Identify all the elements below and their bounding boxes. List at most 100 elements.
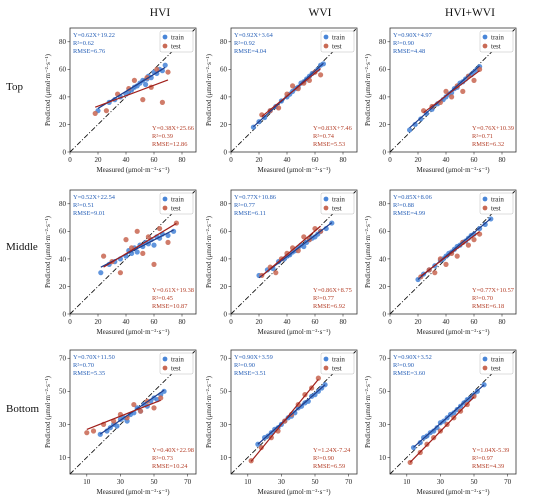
x-tick-label: 80	[179, 318, 187, 326]
test-rmse: RMSE=12.86	[152, 141, 187, 148]
test-point	[92, 110, 98, 117]
test-r2: R²=0.97	[472, 455, 494, 462]
x-tick-label: 80	[499, 156, 507, 164]
y-tick-label: 0	[63, 148, 67, 156]
legend-box	[479, 30, 514, 53]
test-point	[258, 444, 264, 451]
test-point	[477, 66, 483, 72]
y-tick-label: 60	[379, 66, 387, 74]
train-fit-line	[413, 384, 485, 448]
x-tick-label: 80	[340, 156, 348, 164]
test-rmse: RMSE=4.39	[472, 463, 504, 470]
test-point	[471, 237, 477, 243]
y-tick-label: 20	[379, 121, 387, 129]
y-tick-label: 60	[59, 66, 67, 74]
y-tick-label: 20	[59, 121, 67, 129]
y-tick-label: 10	[59, 454, 67, 462]
train-equation: Y=0.70X+11.50	[73, 354, 115, 361]
train-r2: R²=0.77	[234, 202, 256, 209]
panel-bottom-wvi: 10 10 30 30 50 50 70 70 Measured (μmol·m⁻²·s⁻¹) P…	[205, 349, 358, 496]
test-fit-line	[423, 70, 480, 114]
x-tick-label: 40	[284, 156, 292, 164]
row-label-middle: Middle	[6, 241, 38, 253]
test-fit-line	[261, 68, 321, 118]
legend-box	[159, 352, 194, 375]
train-point	[305, 398, 311, 404]
x-tick-label: 40	[123, 318, 131, 326]
test-point	[140, 97, 146, 103]
x-axis-label: Measured (μmol·m⁻²·s⁻¹)	[96, 166, 170, 174]
test-equation: Y=1.24X-7.24	[313, 447, 351, 454]
y-tick-label: 50	[220, 388, 228, 396]
panel-top-wvi: 00 20 20 40 40 60 60 80 80 Measured (μmol·m⁻²·s⁻¹…	[205, 27, 358, 174]
test-point	[165, 69, 171, 75]
test-rmse: RMSE=6.59	[313, 463, 345, 470]
legend-test-marker	[162, 43, 168, 49]
legend-test-label: test	[332, 43, 342, 51]
test-point	[137, 408, 144, 414]
train-r2: R²=0.88	[393, 202, 414, 209]
y-tick-label: 70	[220, 355, 228, 363]
test-point	[443, 261, 449, 267]
legend-box	[320, 30, 355, 53]
test-r2: R²=0.77	[313, 295, 335, 302]
train-point	[165, 232, 171, 239]
train-r2: R²=0.51	[73, 202, 94, 209]
train-equation: Y=0.85X+8.06	[393, 194, 432, 201]
y-tick-label: 20	[59, 283, 67, 291]
x-tick-label: 80	[340, 318, 348, 326]
test-point	[276, 105, 282, 111]
train-point	[417, 439, 423, 446]
train-equation: Y=0.92X+3.64	[234, 32, 274, 39]
y-axis-label: Predicted (μmol·m⁻²·s⁻¹)	[364, 53, 372, 126]
test-rmse: RMSE=5.53	[313, 141, 345, 148]
x-tick-label: 50	[471, 478, 479, 486]
test-point	[151, 261, 157, 267]
test-point	[117, 270, 123, 276]
y-tick-label: 10	[220, 454, 228, 462]
test-fit-line	[250, 378, 319, 462]
y-tick-label: 80	[220, 38, 228, 46]
test-equation: Y=0.83X+7.46	[313, 125, 352, 132]
legend-test-marker	[162, 365, 168, 371]
test-equation: Y=0.86X+8.75	[313, 287, 352, 294]
y-tick-label: 40	[59, 93, 67, 101]
train-equation: Y=0.52X+22.54	[73, 194, 116, 201]
x-tick-label: 30	[117, 478, 125, 486]
train-rmse: RMSE=4.04	[234, 48, 267, 55]
legend-train-marker	[482, 356, 488, 362]
train-point	[134, 249, 140, 255]
y-tick-label: 30	[220, 421, 228, 429]
test-point	[134, 228, 140, 234]
train-point	[98, 270, 104, 276]
y-axis-label: Predicted (μmol·m⁻²·s⁻¹)	[44, 215, 52, 288]
test-point	[101, 253, 107, 259]
y-tick-label: 40	[59, 255, 67, 263]
test-point	[284, 250, 290, 256]
y-tick-label: 40	[379, 255, 387, 263]
test-point	[318, 72, 324, 78]
test-point	[460, 88, 466, 94]
test-point	[443, 88, 449, 94]
y-tick-label: 50	[379, 388, 387, 396]
x-axis-label: Measured (μmol·m⁻²·s⁻¹)	[416, 328, 490, 336]
x-tick-label: 60	[312, 318, 320, 326]
train-point	[161, 388, 167, 394]
test-equation: Y=0.61X+19.38	[152, 287, 194, 294]
x-tick-label: 60	[471, 318, 479, 326]
y-tick-label: 80	[59, 200, 67, 208]
legend-train-marker	[482, 34, 488, 40]
legend-test-marker	[482, 43, 488, 49]
train-rmse: RMSE=5.35	[73, 370, 105, 377]
legend-test-marker	[482, 365, 488, 371]
legend-test-marker	[482, 205, 488, 211]
legend-train-marker	[482, 196, 488, 202]
train-rmse: RMSE=3.51	[234, 370, 266, 377]
test-point	[158, 395, 164, 401]
legend-box	[320, 352, 355, 375]
